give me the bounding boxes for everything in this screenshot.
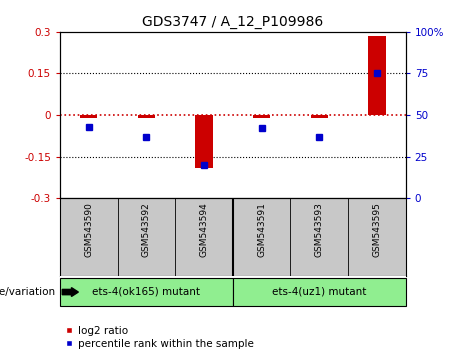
Text: ets-4(uz1) mutant: ets-4(uz1) mutant bbox=[272, 286, 366, 296]
Bar bbox=[80, 115, 97, 118]
Text: GSM543593: GSM543593 bbox=[315, 202, 324, 257]
Bar bbox=[138, 115, 155, 118]
Text: GSM543594: GSM543594 bbox=[200, 202, 208, 257]
Text: GSM543590: GSM543590 bbox=[84, 202, 93, 257]
Text: ets-4(ok165) mutant: ets-4(ok165) mutant bbox=[92, 286, 201, 296]
Bar bbox=[195, 115, 213, 168]
Title: GDS3747 / A_12_P109986: GDS3747 / A_12_P109986 bbox=[142, 16, 324, 29]
Bar bbox=[60, 278, 233, 306]
Text: GSM543595: GSM543595 bbox=[372, 202, 381, 257]
Bar bbox=[368, 36, 385, 115]
Bar bbox=[233, 278, 406, 306]
Bar bbox=[253, 115, 270, 118]
Bar bbox=[311, 115, 328, 118]
Legend: log2 ratio, percentile rank within the sample: log2 ratio, percentile rank within the s… bbox=[65, 326, 254, 349]
Text: GSM543592: GSM543592 bbox=[142, 202, 151, 257]
Text: genotype/variation: genotype/variation bbox=[0, 287, 55, 297]
Text: GSM543591: GSM543591 bbox=[257, 202, 266, 257]
